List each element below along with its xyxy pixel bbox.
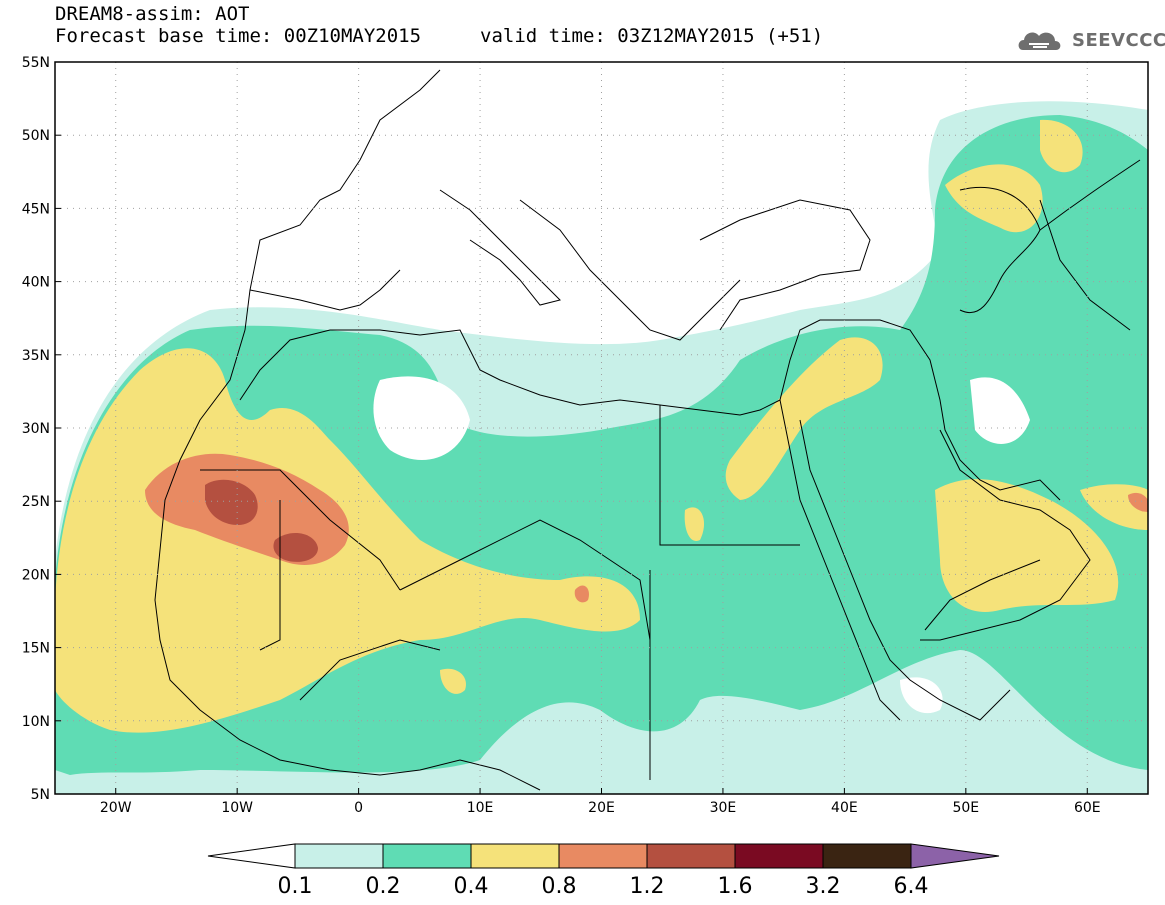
colorbar-level-label: 0.2 xyxy=(366,874,401,899)
map-gridlines xyxy=(55,62,1148,794)
colorbar-level-label: 3.2 xyxy=(806,874,841,899)
colorbar-swatch xyxy=(470,843,560,869)
lon-tick-label: 50E xyxy=(952,800,979,816)
lat-tick-label: 20N xyxy=(22,567,50,583)
lon-tick-label: 10E xyxy=(467,800,494,816)
lat-tick-label: 40N xyxy=(22,275,50,291)
colorbar-low-arrow xyxy=(207,843,296,869)
lon-tick-label: 10W xyxy=(221,800,253,816)
lon-tick-label: 30E xyxy=(710,800,737,816)
colorbar-swatch xyxy=(734,843,824,869)
aot-layer-1.2 xyxy=(205,479,318,562)
colorbar-legend: 0.1 0.2 0.4 0.8 1.2 1.6 3.2 6.4 xyxy=(207,843,1000,899)
cloud-logo-icon xyxy=(1018,32,1061,50)
colorbar-swatch xyxy=(382,843,472,869)
colorbar-swatch xyxy=(646,843,736,869)
lat-tick-label: 55N xyxy=(22,55,50,71)
lat-tick-label: 10N xyxy=(22,714,50,730)
seevccc-logo-text: SEEVCCC xyxy=(1072,30,1165,51)
lat-tick-label: 50N xyxy=(22,128,50,144)
colorbar-level-label: 1.6 xyxy=(718,874,753,899)
lat-tick-label: 15N xyxy=(22,641,50,657)
colorbar-level-label: 1.2 xyxy=(630,874,665,899)
latitude-axis: 55N 50N 45N 40N 35N 30N 25N 20N 15N 10N 5N xyxy=(22,55,61,803)
coastlines-borders xyxy=(154,69,1141,791)
lat-tick-label: 25N xyxy=(22,494,50,510)
colorbar-swatch xyxy=(822,843,912,869)
colorbar-swatch xyxy=(294,843,384,869)
colorbar-high-arrow xyxy=(910,843,1000,869)
lon-tick-label: 20E xyxy=(588,800,615,816)
clear-patches xyxy=(373,376,1030,714)
aot-layer-0.4 xyxy=(55,119,1148,733)
valid-time: valid time: 03Z12MAY2015 (+51) xyxy=(480,25,824,47)
lat-tick-label: 30N xyxy=(22,421,50,437)
colorbar-level-label: 0.8 xyxy=(542,874,577,899)
lat-tick-label: 5N xyxy=(31,787,50,803)
colorbar-level-label: 0.1 xyxy=(278,874,313,899)
colorbar-swatch xyxy=(558,843,648,869)
lon-tick-label: 20W xyxy=(100,800,132,816)
longitude-axis: 20W 10W 0 10E 20E 30E 40E 50E 60E xyxy=(100,788,1101,816)
lat-tick-label: 35N xyxy=(22,348,50,364)
forecast-base-time: Forecast base time: 00Z10MAY2015 xyxy=(55,25,422,47)
lon-tick-label: 0 xyxy=(354,800,363,816)
lon-tick-label: 40E xyxy=(831,800,858,816)
map-plot: 55N 50N 45N 40N 35N 30N 25N 20N 15N 10N 5N 20W 10W 0… xyxy=(22,55,1149,816)
colorbar-level-label: 6.4 xyxy=(894,874,929,899)
lat-tick-label: 45N xyxy=(22,201,50,217)
colorbar-level-label: 0.4 xyxy=(454,874,489,899)
map-title: DREAM8-assim: AOT xyxy=(55,3,250,25)
lon-tick-label: 60E xyxy=(1074,800,1101,816)
